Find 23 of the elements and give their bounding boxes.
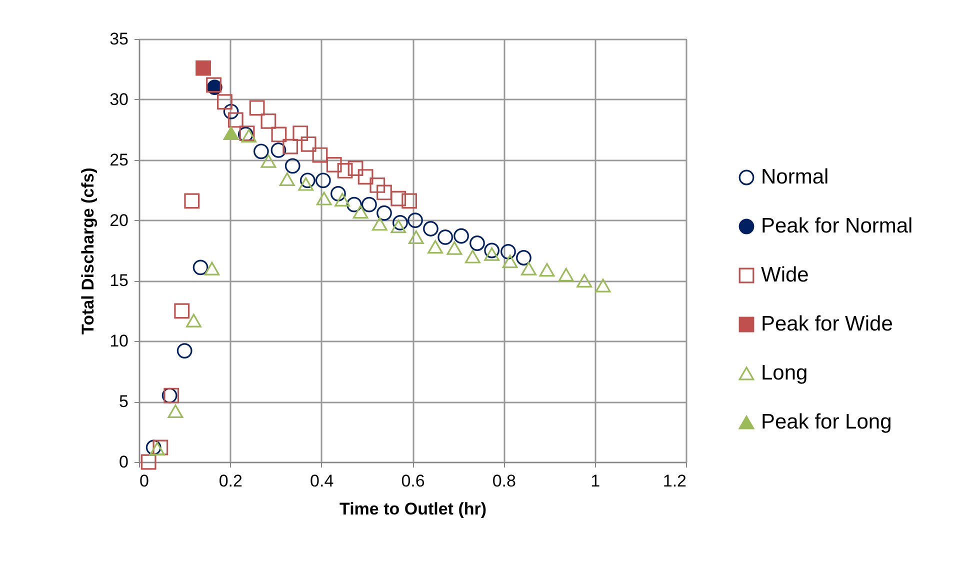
y-tick-label: 5 [119, 392, 128, 412]
y-tick-label: 0 [119, 452, 128, 472]
legend-label: Peak for Wide [761, 312, 893, 336]
x-tick-label: 0 [140, 472, 149, 490]
y-tick-label: 15 [110, 271, 128, 290]
y-tick-label: 30 [110, 90, 128, 109]
y-axis-title: Total Discharge (cfs) [78, 168, 98, 334]
x-tick-label: 1.2 [662, 472, 686, 490]
legend-label: Normal [761, 166, 829, 188]
x-tick-label: 1 [590, 472, 600, 490]
x-tick-label: 0.2 [218, 472, 242, 490]
legend-label: Peak for Normal [761, 214, 913, 238]
legend-label: Long [761, 362, 808, 384]
x-tick-label: 0.8 [492, 472, 516, 490]
x-tick-label: 0.4 [310, 472, 334, 490]
y-tick-label: 35 [110, 30, 128, 48]
x-axis-title: Time to Outlet (hr) [339, 500, 487, 518]
legend-label: Wide [761, 264, 809, 286]
legend-label: Peak for Long [761, 410, 892, 434]
y-tick-label: 10 [110, 332, 128, 351]
x-tick-label: 0.6 [401, 472, 425, 490]
y-tick-label: 20 [110, 210, 128, 230]
y-tick-label: 25 [110, 150, 128, 170]
